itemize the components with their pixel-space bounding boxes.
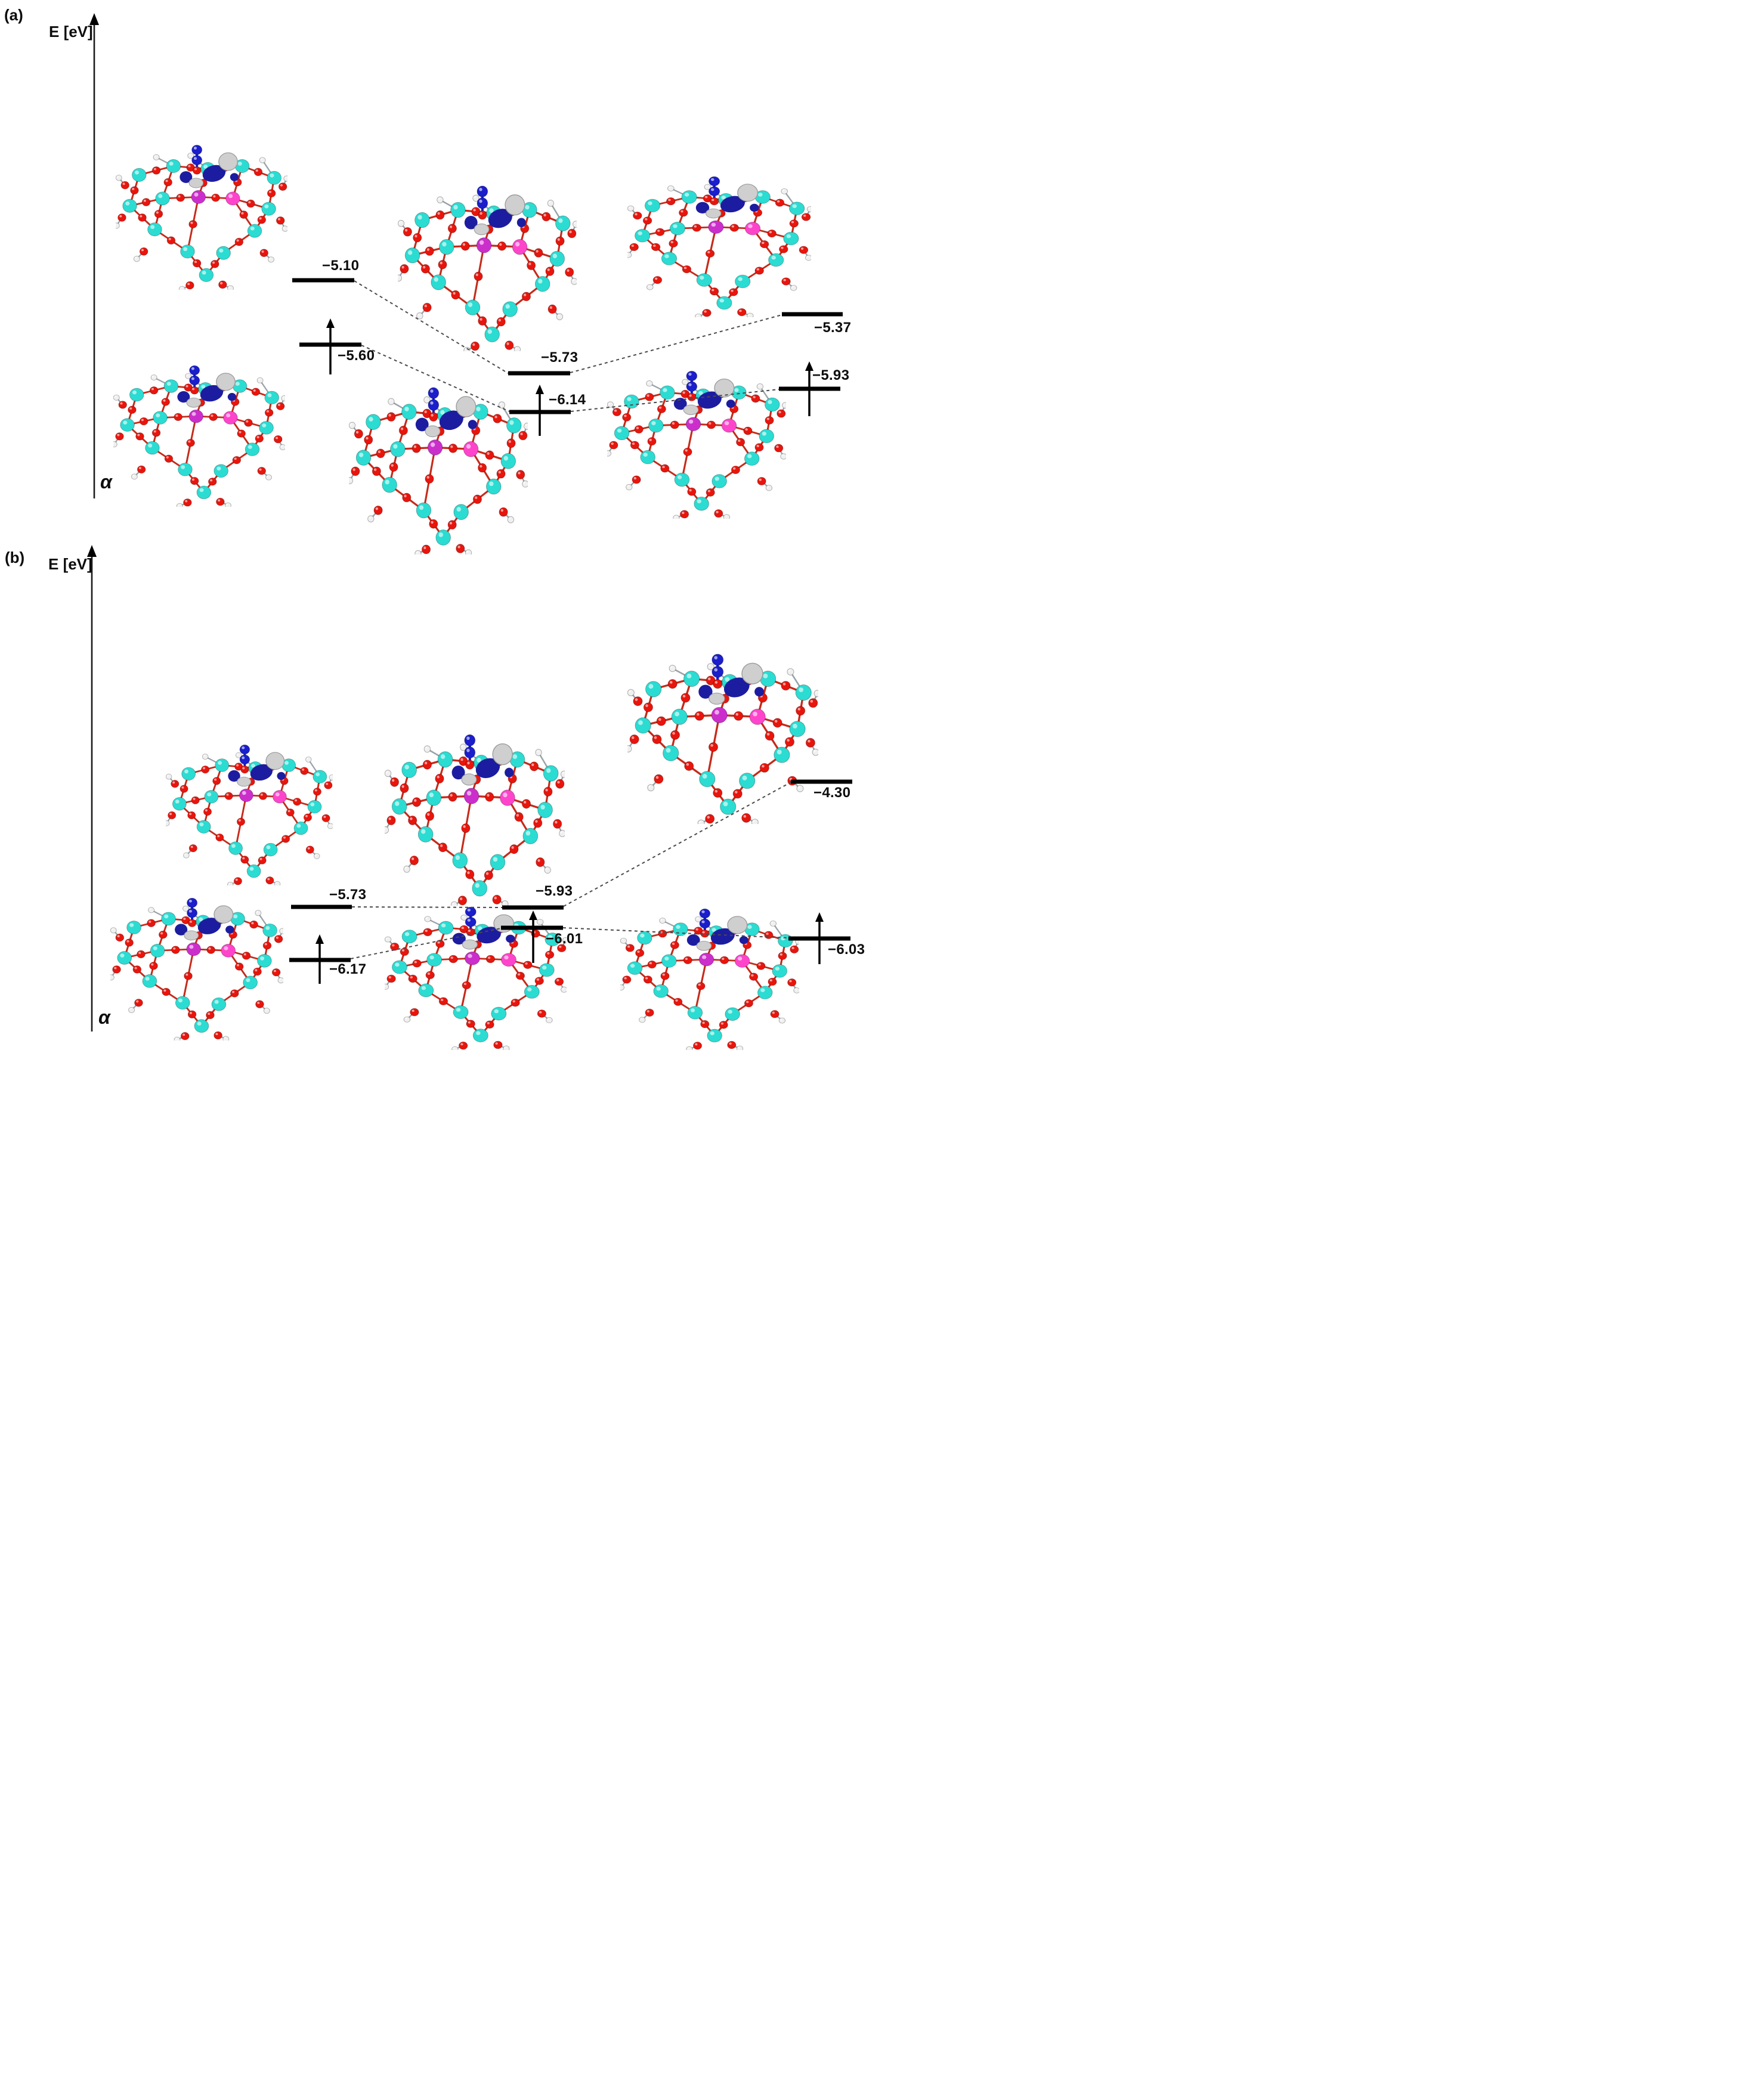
- molecule-b-top-right: [625, 654, 821, 826]
- molecule-b-bottom-left: [110, 897, 283, 1040]
- correlation-line-b-lower-left-mid: [350, 928, 502, 959]
- panel-label-b: (b): [5, 549, 25, 566]
- panel-label-a: (a): [4, 6, 23, 24]
- energy-axis-arrowhead-a: [89, 13, 99, 25]
- molecule-a-top-left: [116, 144, 287, 290]
- spin-channel-label-a: α: [100, 471, 112, 493]
- molecule-a-bottom-middle: [347, 388, 530, 557]
- molecule-a-bottom-left: [113, 364, 285, 507]
- energy-label-b-right-upper: −4.30: [813, 785, 851, 801]
- energy-label-b-left-upper: −5.73: [329, 887, 367, 903]
- spin-up-arrow-b-left: [315, 934, 324, 984]
- axis-label-a: E [eV]: [49, 23, 93, 41]
- molecule-a-top-right: [625, 176, 813, 319]
- spin-up-arrow-b-middle: [529, 910, 537, 963]
- spin-up-arrow-a-middle: [536, 385, 544, 436]
- energy-label-a-middle-upper: −5.73: [541, 349, 579, 366]
- spin-up-arrow-a-right: [805, 361, 813, 416]
- molecule-a-top-middle: [395, 186, 579, 354]
- correlation-line-b-upper-mid-right: [563, 782, 791, 907]
- spin-channel-label-b: α: [98, 1006, 110, 1028]
- energy-label-b-left-lower: −6.17: [329, 961, 367, 977]
- energy-label-a-left-upper: −5.10: [322, 258, 360, 274]
- molecule-b-top-middle: [382, 735, 567, 908]
- correlation-line-a-lower-mid-right: [570, 389, 779, 412]
- energy-label-b-right-lower: −6.03: [828, 941, 865, 958]
- axis-label-b: E [eV]: [48, 555, 92, 573]
- energy-label-b-middle-lower: −6.01: [546, 931, 583, 947]
- energy-label-a-right-lower: −5.93: [812, 367, 850, 383]
- panel-b-graphics: [87, 545, 852, 1050]
- molecule-a-bottom-right: [605, 371, 788, 521]
- correlation-line-a-upper-left-mid: [354, 280, 509, 374]
- energy-label-a-left-lower: −5.60: [338, 348, 375, 364]
- energy-label-a-right-upper: −5.37: [814, 320, 852, 336]
- molecule-b-bottom-right: [618, 909, 802, 1050]
- spin-up-arrow-a-left: [326, 318, 335, 374]
- panel-a-graphics: [89, 13, 843, 557]
- correlation-line-a-upper-mid-right: [570, 314, 782, 373]
- correlation-line-b-lower-mid-right: [562, 927, 789, 939]
- energy-axis-arrowhead-b: [87, 545, 97, 557]
- energy-label-a-middle-lower: −6.14: [549, 392, 586, 408]
- figure-graphics: [87, 13, 852, 1050]
- spin-up-arrow-b-right: [815, 912, 824, 964]
- energy-label-b-middle-upper: −5.93: [536, 883, 573, 899]
- molecule-b-top-left: [166, 744, 333, 885]
- figure: (a) E [eV] α −5.10 −5.60 −5.73 −6.14 −5.…: [0, 0, 878, 1050]
